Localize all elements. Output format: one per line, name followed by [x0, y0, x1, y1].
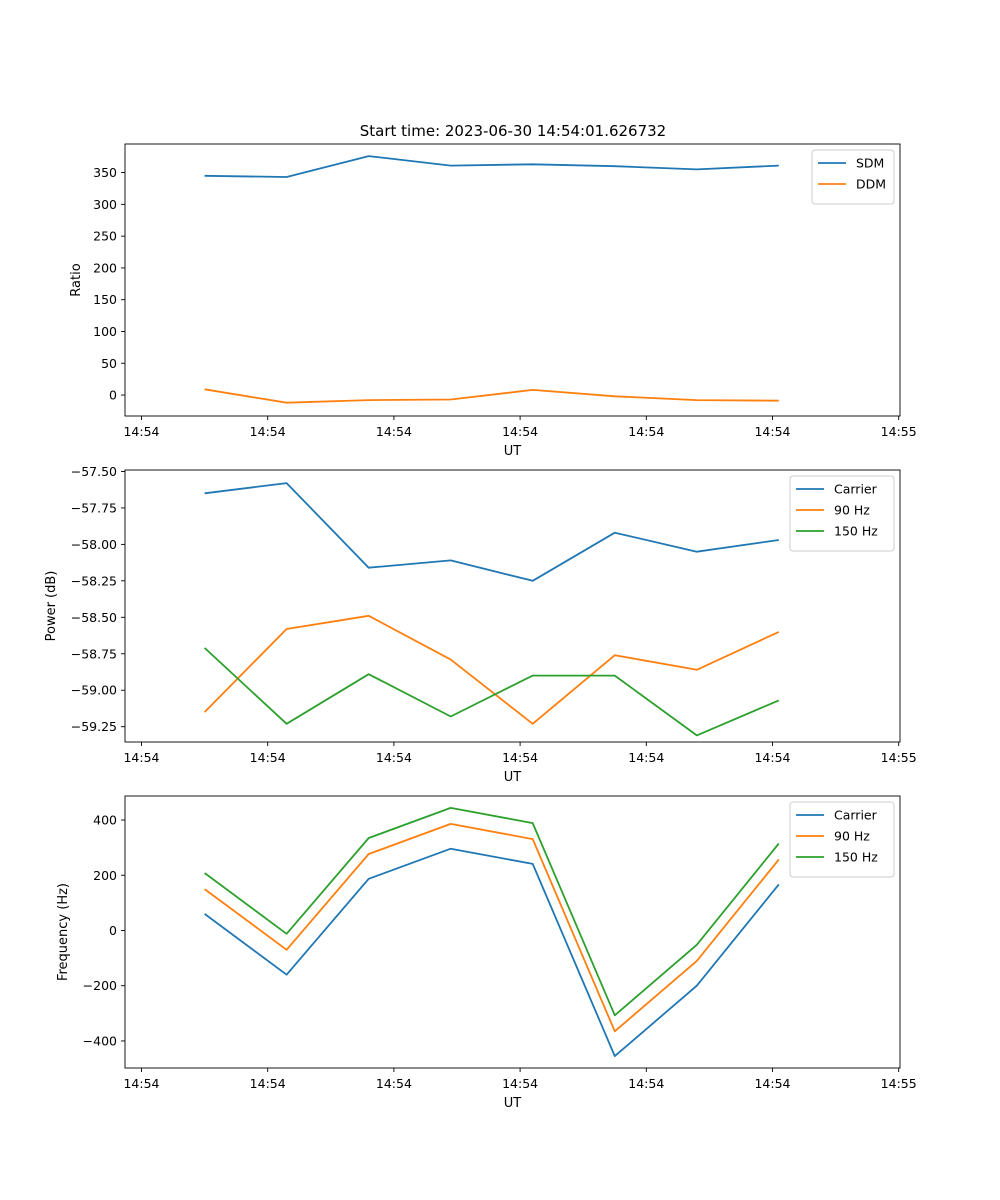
x-tick-label: 14:54: [250, 424, 286, 439]
series-line-sdm: [204, 155, 779, 178]
x-axis-label: UT: [504, 1096, 522, 1111]
y-tick-label: −57.75: [71, 500, 117, 515]
series-line-ddm: [204, 388, 779, 404]
y-tick-label: 200: [93, 260, 117, 275]
y-tick-label: −59.00: [71, 683, 117, 698]
y-axis-label: Power (dB): [44, 571, 59, 642]
y-tick-label: 150: [93, 292, 117, 307]
x-tick-label: 14:54: [502, 1076, 538, 1091]
power-panel: 14:54 14:54 14:54 14:54 14:54 14:54 14:55 UT −59…: [44, 464, 917, 785]
y-tick-label: 0: [109, 923, 117, 938]
x-tick-label: 14:54: [502, 424, 538, 439]
x-tick-label: 14:54: [376, 424, 412, 439]
x-tick-label: 14:54: [250, 750, 286, 765]
axes-frame: [124, 795, 901, 1069]
legend-box: [789, 475, 895, 552]
figure-title: Start time: 2023-06-30 14:54:01.626732: [360, 122, 666, 140]
y-tick-label: 350: [93, 165, 117, 180]
x-tick-label: 14:54: [628, 750, 664, 765]
y-tick-label: 250: [93, 229, 117, 244]
axes-frame: [124, 469, 901, 743]
x-tick-label: 14:54: [376, 750, 412, 765]
series-line-150-hz: [203, 647, 780, 737]
x-tick-label: 14:55: [881, 1076, 917, 1091]
series-line-carrier: [204, 847, 780, 1057]
y-tick-label: −58.75: [71, 646, 117, 661]
legend: SDM DDM: [811, 149, 895, 205]
x-tick-label: 14:54: [376, 1076, 412, 1091]
legend: Carrier 90 Hz 150 Hz: [789, 475, 895, 552]
y-tick-label: −400: [83, 1033, 117, 1048]
x-tick-label: 14:54: [628, 1076, 664, 1091]
y-tick-label: −58.25: [71, 573, 117, 588]
series-line-carrier: [204, 482, 779, 582]
x-tick-label: 14:54: [123, 750, 159, 765]
axes-frame: [124, 143, 901, 417]
series-line-150-hz: [204, 807, 780, 1017]
frequency-panel: 14:54 14:54 14:54 14:54 14:54 14:54 14:55 UT −40…: [56, 795, 917, 1111]
series-line-90-hz: [203, 614, 780, 725]
x-axis-label: UT: [504, 444, 522, 459]
y-tick-label: 0: [109, 388, 117, 403]
y-tick-label: −58.00: [71, 537, 117, 552]
ratio-panel: 14:54 14:54 14:54 14:54 14:54 14:54 14:55 UT 0 50…: [69, 143, 917, 459]
x-tick-label: 14:54: [250, 1076, 286, 1091]
x-tick-label: 14:54: [754, 424, 790, 439]
y-tick-label: 200: [93, 868, 117, 883]
x-tick-label: 14:54: [123, 424, 159, 439]
x-axis-label: UT: [504, 770, 522, 785]
x-tick-label: 14:54: [754, 1076, 790, 1091]
x-tick-label: 14:55: [881, 750, 917, 765]
y-axis-label: Frequency (Hz): [56, 883, 71, 981]
x-tick-label: 14:54: [628, 424, 664, 439]
y-tick-label: −200: [83, 978, 117, 993]
x-tick-label: 14:55: [881, 424, 917, 439]
legend: Carrier 90 Hz 150 Hz: [789, 801, 895, 878]
x-tick-label: 14:54: [754, 750, 790, 765]
y-tick-label: −59.25: [71, 719, 117, 734]
legend-label: 150 Hz: [834, 850, 878, 865]
legend-label: 90 Hz: [834, 503, 870, 518]
legend-label: 150 Hz: [834, 524, 878, 539]
y-tick-label: 300: [93, 197, 117, 212]
series-line-90-hz: [204, 823, 780, 1033]
legend-label: SDM: [856, 156, 884, 171]
y-tick-label: −57.50: [71, 464, 117, 479]
y-tick-label: −58.50: [71, 610, 117, 625]
y-tick-label: 400: [93, 813, 117, 828]
y-tick-label: 100: [93, 324, 117, 339]
x-tick-label: 14:54: [123, 1076, 159, 1091]
legend-label: Carrier: [834, 808, 878, 823]
x-tick-label: 14:54: [502, 750, 538, 765]
legend-label: Carrier: [834, 482, 878, 497]
y-tick-label: 50: [101, 356, 117, 371]
legend-label: 90 Hz: [834, 829, 870, 844]
legend-box: [789, 801, 895, 878]
y-axis-label: Ratio: [69, 263, 84, 296]
legend-label: DDM: [856, 177, 886, 192]
